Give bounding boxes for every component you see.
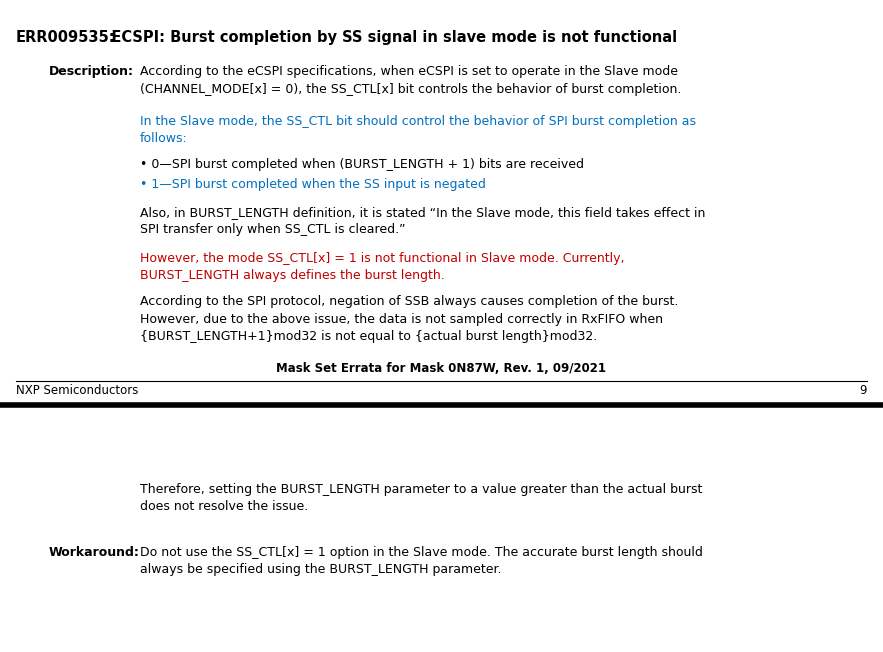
Text: Mask Set Errata for Mask 0N87W, Rev. 1, 09/2021: Mask Set Errata for Mask 0N87W, Rev. 1, … (276, 362, 607, 375)
Text: Workaround:: Workaround: (49, 546, 140, 559)
Text: However, the mode SS_CTL[x] = 1 is not functional in Slave mode. Currently,
BURS: However, the mode SS_CTL[x] = 1 is not f… (140, 252, 624, 282)
Text: Description:: Description: (49, 65, 133, 78)
Text: According to the eCSPI specifications, when eCSPI is set to operate in the Slave: According to the eCSPI specifications, w… (140, 65, 681, 95)
Text: • 1—SPI burst completed when the SS input is negated: • 1—SPI burst completed when the SS inpu… (140, 178, 486, 191)
Text: ERR009535:: ERR009535: (16, 30, 116, 45)
Text: Also, in BURST_LENGTH definition, it is stated “In the Slave mode, this field ta: Also, in BURST_LENGTH definition, it is … (140, 206, 705, 237)
Text: Do not use the SS_CTL[x] = 1 option in the Slave mode. The accurate burst length: Do not use the SS_CTL[x] = 1 option in t… (140, 546, 702, 576)
Text: ECSPI: Burst completion by SS signal in slave mode is not functional: ECSPI: Burst completion by SS signal in … (96, 30, 677, 45)
Text: According to the SPI protocol, negation of SSB always causes completion of the b: According to the SPI protocol, negation … (140, 295, 678, 343)
Text: NXP Semiconductors: NXP Semiconductors (16, 384, 139, 397)
Text: • 0—SPI burst completed when (BURST_LENGTH + 1) bits are received: • 0—SPI burst completed when (BURST_LENG… (140, 158, 584, 171)
Text: In the Slave mode, the SS_CTL bit should control the behavior of SPI burst compl: In the Slave mode, the SS_CTL bit should… (140, 115, 696, 145)
Text: Therefore, setting the BURST_LENGTH parameter to a value greater than the actual: Therefore, setting the BURST_LENGTH para… (140, 483, 702, 514)
Text: 9: 9 (860, 384, 867, 397)
